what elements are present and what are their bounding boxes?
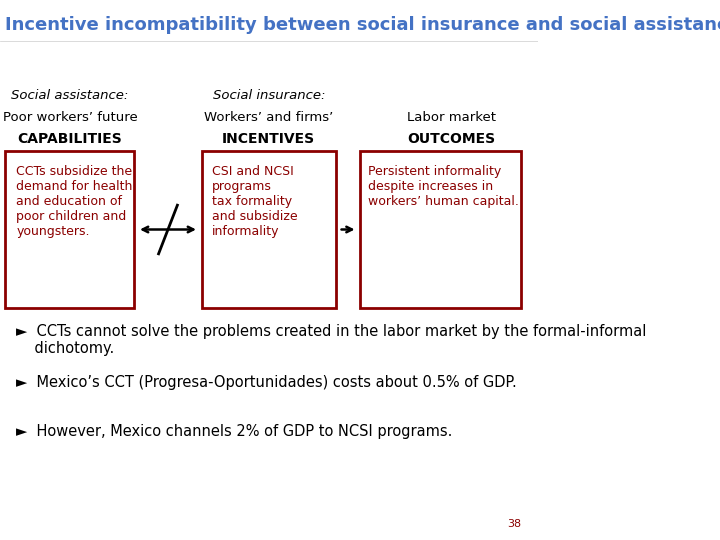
- Text: Workers’ and firms’: Workers’ and firms’: [204, 111, 333, 124]
- Text: Persistent informality
despite increases in
workers’ human capital.: Persistent informality despite increases…: [368, 165, 519, 208]
- Text: Social insurance:: Social insurance:: [212, 89, 325, 102]
- Text: 38: 38: [508, 519, 521, 529]
- Text: CCTs subsidize the
demand for health
and education of
poor children and
youngste: CCTs subsidize the demand for health and…: [16, 165, 132, 238]
- Text: OUTCOMES: OUTCOMES: [408, 132, 495, 146]
- Text: Poor workers’ future: Poor workers’ future: [2, 111, 138, 124]
- Text: ►  CCTs cannot solve the problems created in the labor market by the formal-info: ► CCTs cannot solve the problems created…: [16, 324, 647, 356]
- Text: Labor market: Labor market: [407, 111, 496, 124]
- Text: INCENTIVES: INCENTIVES: [222, 132, 315, 146]
- Text: ►  However, Mexico channels 2% of GDP to NCSI programs.: ► However, Mexico channels 2% of GDP to …: [16, 424, 452, 439]
- Text: Incentive incompatibility between social insurance and social assistance: Incentive incompatibility between social…: [5, 16, 720, 34]
- Text: Social assistance:: Social assistance:: [12, 89, 129, 102]
- FancyBboxPatch shape: [360, 151, 521, 308]
- FancyBboxPatch shape: [202, 151, 336, 308]
- Text: CAPABILITIES: CAPABILITIES: [17, 132, 122, 146]
- FancyBboxPatch shape: [5, 151, 135, 308]
- Text: ►  Mexico’s CCT (Progresa-Oportunidades) costs about 0.5% of GDP.: ► Mexico’s CCT (Progresa-Oportunidades) …: [16, 375, 517, 390]
- Text: CSI and NCSI
programs
tax formality
and subsidize
informality: CSI and NCSI programs tax formality and …: [212, 165, 298, 238]
